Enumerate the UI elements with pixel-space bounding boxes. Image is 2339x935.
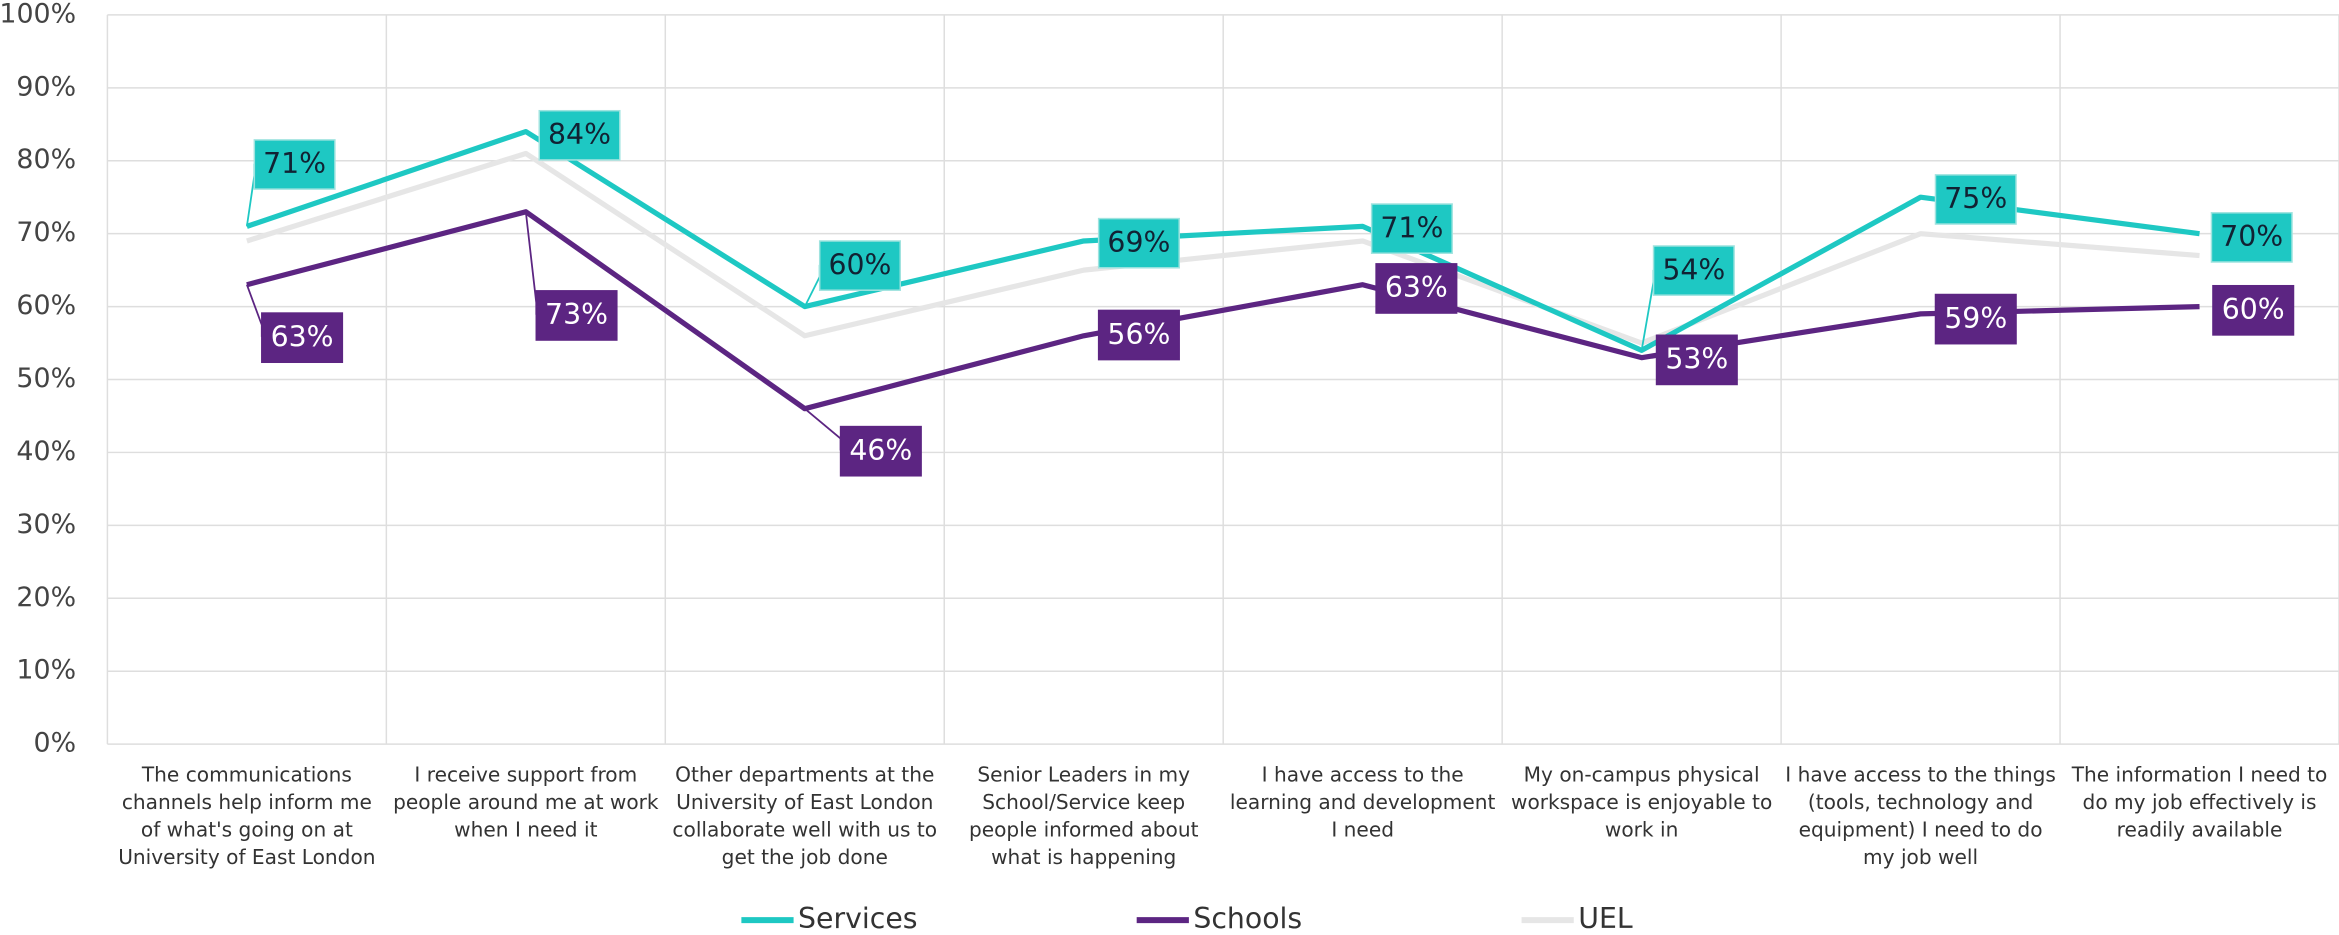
label-line: Other departments at the: [675, 762, 934, 786]
leader-line: [524, 211, 538, 315]
leader-line: [246, 284, 263, 337]
x-tick-label: I have access to the learning and develop…: [1230, 762, 1496, 841]
value-label-box: [1097, 217, 1180, 269]
value-label: 73%: [545, 298, 608, 331]
value-label-box: [261, 312, 344, 364]
label-line: University of East London: [676, 790, 933, 814]
value-label: 46%: [849, 434, 912, 467]
x-tick-label: The information I need to do my job effec…: [2071, 762, 2328, 841]
label-line: School/Service keep: [982, 790, 1185, 814]
value-label-box: [1934, 174, 2017, 225]
x-tick-label: I have access to the things (tools, techn…: [1785, 762, 2056, 869]
value-label: 60%: [828, 248, 891, 281]
y-tick-label: 40%: [16, 436, 76, 467]
series-line: [246, 150, 2200, 346]
label-line: My on-campus physical: [1524, 762, 1760, 786]
label-line: University of East London: [118, 845, 375, 869]
label-line: The information I need to: [2071, 762, 2328, 786]
y-tick-label: 80%: [16, 144, 76, 175]
label-line: people around me at work: [393, 790, 659, 814]
value-label-box: [2210, 212, 2293, 263]
series-line: [246, 128, 2200, 353]
legend-label: Schools: [1193, 902, 1302, 935]
label-line: I have access to the things: [1785, 762, 2056, 786]
y-tick-label: 20%: [16, 582, 76, 613]
value-label: 69%: [1107, 226, 1170, 259]
label-line: people informed about: [969, 817, 1199, 841]
label-line: Senior Leaders in my: [977, 762, 1190, 786]
x-tick-label: The communications channels help inform m…: [118, 762, 375, 869]
value-label: 60%: [2222, 293, 2285, 326]
value-label: 71%: [263, 147, 326, 180]
legend-label: UEL: [1578, 902, 1633, 935]
value-label: 75%: [1944, 182, 2007, 215]
label-line: when I need it: [454, 817, 597, 841]
y-tick-label: 60%: [16, 290, 76, 321]
label-line: (tools, technology and: [1808, 790, 2033, 814]
value-label-box: [535, 290, 618, 341]
legend-label: Services: [798, 902, 917, 935]
label-line: equipment) I need to do: [1799, 817, 2043, 841]
leader-line: [245, 163, 256, 227]
y-tick-label: 100%: [0, 0, 76, 29]
x-tick-label: Senior Leaders in my School/Service keep p…: [969, 762, 1199, 869]
value-label-box: [1375, 263, 1458, 314]
y-tick-label: 90%: [16, 71, 76, 102]
series-line: [246, 209, 2200, 412]
value-label-box: [839, 425, 922, 477]
x-tick-label: I receive support from people around me a…: [393, 762, 659, 841]
leader-line: [804, 407, 842, 451]
label-line: readily available: [2117, 817, 2283, 841]
label-line: what is happening: [991, 845, 1176, 869]
label-line: channels help inform me: [122, 790, 372, 814]
y-tick-label: 0%: [34, 728, 77, 759]
value-label: 59%: [1944, 302, 2007, 335]
label-line: my job well: [1863, 845, 1978, 869]
value-label: 54%: [1662, 253, 1725, 286]
value-label-box: [1370, 203, 1453, 254]
label-line: workspace is enjoyable to: [1511, 790, 1772, 814]
y-tick-label: 10%: [16, 655, 76, 686]
value-label-box: [2212, 284, 2295, 336]
leader-line: [803, 264, 821, 307]
x-tick-label: Other departments at the University of Ea…: [672, 762, 937, 869]
value-label-box: [1655, 334, 1738, 386]
value-label: 56%: [1107, 318, 1170, 351]
label-line: I receive support from: [414, 762, 637, 786]
label-line: The communications: [141, 762, 352, 786]
value-label: 63%: [271, 320, 334, 353]
value-label: 53%: [1665, 343, 1728, 376]
y-tick-label: 30%: [16, 509, 76, 540]
value-label: 70%: [2220, 220, 2283, 253]
value-label: 63%: [1385, 271, 1448, 304]
label-line: learning and development: [1230, 790, 1496, 814]
value-label-box: [1652, 245, 1735, 296]
value-label-box: [818, 240, 901, 291]
value-label-box: [253, 139, 336, 190]
y-tick-label: 70%: [16, 217, 76, 248]
label-line: collaborate well with us to: [672, 817, 937, 841]
label-line: work in: [1605, 817, 1678, 841]
label-line: I need: [1331, 817, 1394, 841]
y-tick-label: 50%: [16, 363, 76, 394]
value-label-box: [1097, 309, 1180, 361]
label-line: of what's going on at: [141, 817, 353, 841]
label-line: get the job done: [722, 845, 888, 869]
label-line: do my job effectively is: [2083, 790, 2317, 814]
x-tick-label: My on-campus physical workspace is enjoya…: [1511, 762, 1772, 841]
value-label: 71%: [1380, 211, 1443, 244]
value-label-box: [538, 109, 621, 161]
label-line: I have access to the: [1262, 762, 1464, 786]
value-label-box: [1934, 293, 2017, 345]
value-label: 84%: [548, 118, 611, 151]
